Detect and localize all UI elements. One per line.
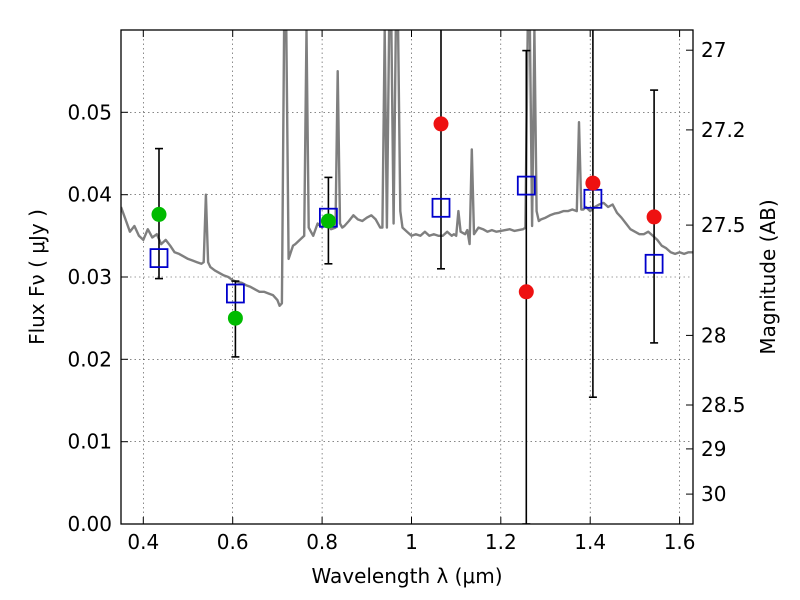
x-tick-label: 1 xyxy=(405,530,418,554)
model-square-marker xyxy=(431,197,451,218)
x-tick-label: 0.4 xyxy=(127,530,159,554)
plot-area xyxy=(121,30,693,524)
mag-tick-label: 29 xyxy=(701,437,726,461)
y-tick-label: 0.00 xyxy=(67,512,112,536)
observed-flux-marker xyxy=(151,206,167,222)
mag-tick-label: 28 xyxy=(701,323,726,347)
x-axis-label: Wavelength λ (μm) xyxy=(311,564,502,588)
mag-tick-label: 27.2 xyxy=(701,118,746,142)
observed-flux-marker xyxy=(585,175,601,191)
x-tick-label: 0.6 xyxy=(217,530,249,554)
error-bars xyxy=(155,30,659,524)
mag-tick-label: 27 xyxy=(701,38,726,62)
y-tick-label: 0.03 xyxy=(67,265,112,289)
mag-tick-label: 30 xyxy=(701,482,726,506)
model-square-marker xyxy=(644,253,664,274)
x-tick-label: 1.2 xyxy=(485,530,517,554)
mag-tick-label: 28.5 xyxy=(701,393,746,417)
y-tick-label: 0.02 xyxy=(67,347,112,371)
observed-flux-marker xyxy=(227,310,243,326)
y-tick-label: 0.04 xyxy=(67,183,112,207)
y-axis-label: Flux Fν ( μJy ) xyxy=(25,209,49,345)
model-square-marker xyxy=(225,283,245,304)
model-square-marker xyxy=(149,248,169,269)
axis-ticks: 0.4 0.6 0.8 1 1.2 1.4 1.6 0.00 0.01 0.02 0.03 0.04 0… xyxy=(67,30,746,554)
observed-flux-marker xyxy=(646,209,662,225)
observed-flux-marker xyxy=(433,116,449,132)
mag-tick-label: 27.5 xyxy=(701,213,746,237)
data-markers xyxy=(149,116,664,326)
x-tick-label: 1.6 xyxy=(664,530,696,554)
y-tick-label: 0.01 xyxy=(67,430,112,454)
right-y-axis-label: Magnitude (AB) xyxy=(756,199,780,354)
model-square-marker xyxy=(516,175,536,196)
observed-flux-marker xyxy=(518,284,534,300)
model-spectrum-line xyxy=(121,30,693,307)
x-tick-label: 1.4 xyxy=(574,530,606,554)
x-tick-label: 0.8 xyxy=(306,530,338,554)
observed-flux-marker xyxy=(320,213,336,229)
grid xyxy=(121,30,693,524)
y-tick-label: 0.05 xyxy=(67,100,112,124)
